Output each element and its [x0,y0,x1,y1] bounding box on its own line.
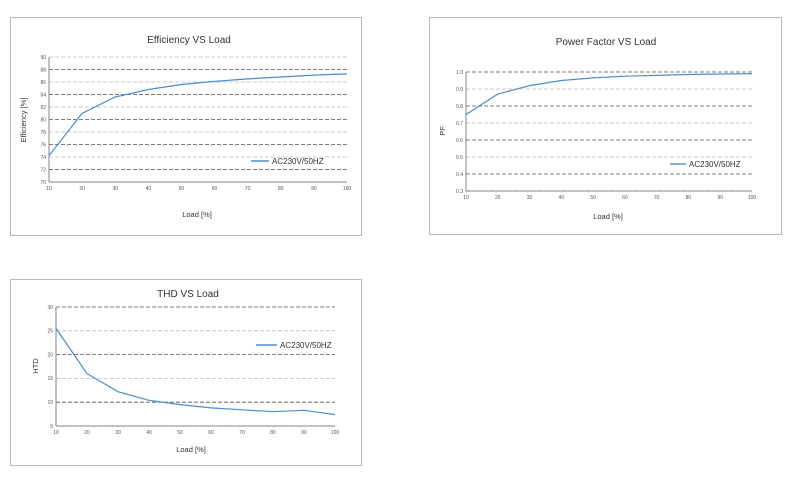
x-tick-label: 20 [495,195,501,201]
legend-label: AC230V/50HZ [272,157,324,166]
x-tick-label: 60 [208,430,214,436]
x-tick-label: 60 [622,195,628,201]
y-tick-label: 0.6 [456,138,463,144]
x-tick-label: 100 [748,195,757,201]
y-tick-label: 78 [40,130,46,136]
y-tick-label: 1.0 [456,70,463,76]
y-tick-label: 10 [47,400,53,406]
y-tick-label: 0.9 [456,87,463,93]
x-tick-label: 50 [590,195,596,201]
series-line [465,73,753,116]
x-tick-label: 100 [331,430,340,436]
y-tick-label: 20 [47,352,53,358]
series-line [55,328,336,416]
series-line [48,73,348,157]
y-tick-label: 0.8 [456,104,463,110]
y-axis-label: Efficiency [%] [19,98,28,143]
x-tick-label: 100 [343,186,352,192]
x-tick-label: 60 [212,186,218,192]
x-axis-label: Load [%] [176,445,206,454]
x-tick-label: 10 [46,186,52,192]
y-tick-label: 88 [40,67,46,73]
y-tick-label: 80 [40,117,46,123]
y-axis-label: PF [438,126,447,136]
y-tick-label: 76 [40,142,46,148]
x-tick-label: 30 [112,186,118,192]
power-factor-chart-panel: Power Factor VS Load 0.3 0.4 0.5 0.6 0.7 0.8 0… [429,17,782,235]
y-tick-label: 72 [40,167,46,173]
x-tick-label: 80 [270,430,276,436]
thd-chart-panel: THD VS Load 5 10 15 20 25 30 10 20 30 40 50 60 70 80 9… [10,279,362,466]
y-tick-label: 90 [40,55,46,61]
x-tick-label: 90 [311,186,317,192]
x-tick-label: 50 [177,430,183,436]
y-tick-label: 0.7 [456,121,463,127]
x-tick-label: 10 [53,430,59,436]
x-tick-label: 40 [559,195,565,201]
x-axis-label: Load [%] [593,212,623,221]
x-tick-label: 90 [717,195,723,201]
y-tick-label: 30 [47,305,53,311]
x-tick-label: 30 [527,195,533,201]
x-tick-label: 90 [301,430,307,436]
y-tick-label: 0.4 [456,172,463,178]
x-tick-label: 80 [686,195,692,201]
x-tick-label: 70 [239,430,245,436]
x-tick-label: 10 [463,195,469,201]
x-axis-label: Load [%] [182,210,212,219]
y-tick-label: 74 [40,155,46,161]
chart-title: Efficiency VS Load [147,35,231,46]
x-tick-label: 80 [278,186,284,192]
x-tick-label: 20 [84,430,90,436]
chart-title: THD VS Load [157,289,219,300]
efficiency-chart-panel: Efficiency VS Load 70 72 74 76 78 80 82 84 86 88 9… [10,17,362,236]
x-tick-label: 70 [654,195,660,201]
y-axis-label: HTD [31,358,40,374]
x-tick-label: 50 [179,186,185,192]
y-tick-label: 0.5 [456,155,463,161]
x-tick-label: 20 [79,186,85,192]
y-tick-label: 86 [40,80,46,86]
y-tick-label: 15 [47,376,53,382]
x-tick-label: 30 [115,430,121,436]
x-tick-label: 70 [245,186,251,192]
y-tick-label: 82 [40,105,46,111]
y-tick-label: 84 [40,92,46,98]
y-tick-label: 0.3 [456,189,463,195]
efficiency-chart: Efficiency VS Load 70 72 74 76 78 80 82 84 86 88 9… [19,35,352,219]
power-factor-chart: Power Factor VS Load 0.3 0.4 0.5 0.6 0.7 0.8 0… [438,37,757,221]
legend-label: AC230V/50HZ [280,341,332,350]
chart-title: Power Factor VS Load [556,37,657,48]
x-tick-label: 40 [146,186,152,192]
y-tick-label: 25 [47,329,53,335]
y-tick-label: 5 [50,424,53,430]
y-tick-label: 70 [40,180,46,186]
legend-label: AC230V/50HZ [689,160,741,169]
x-tick-label: 40 [146,430,152,436]
